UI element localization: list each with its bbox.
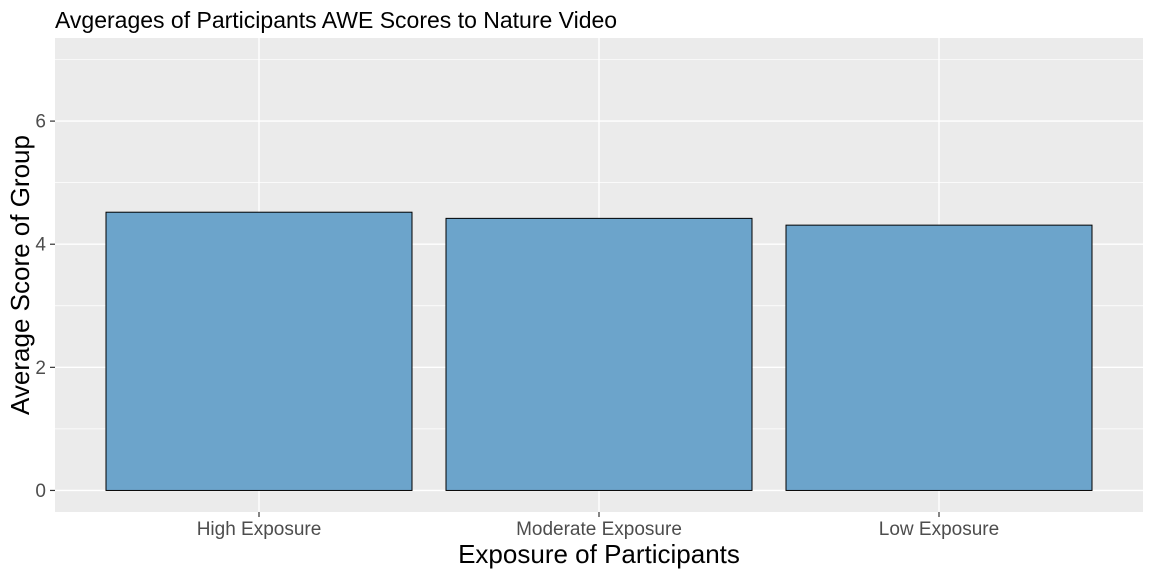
x-tick-label: Low Exposure [879, 519, 999, 540]
x-tick-label: High Exposure [197, 519, 322, 540]
y-tick-label: 6 [35, 112, 46, 133]
chart-title: Avgerages of Participants AWE Scores to … [55, 7, 617, 33]
y-tick-label: 0 [35, 481, 46, 502]
bar [785, 224, 1093, 491]
bar [445, 217, 753, 491]
y-tick-label: 4 [35, 235, 46, 256]
x-axis: High Exposure Moderate Exposure Low Exposu… [197, 512, 999, 540]
x-tick-label: Moderate Exposure [516, 519, 682, 540]
bar [105, 211, 413, 491]
bars [105, 211, 1093, 491]
y-tick-label: 2 [35, 358, 46, 379]
x-axis-title: Exposure of Participants [458, 539, 740, 569]
y-axis: 0 2 4 6 [35, 112, 55, 502]
y-axis-title: Average Score of Group [5, 135, 35, 415]
